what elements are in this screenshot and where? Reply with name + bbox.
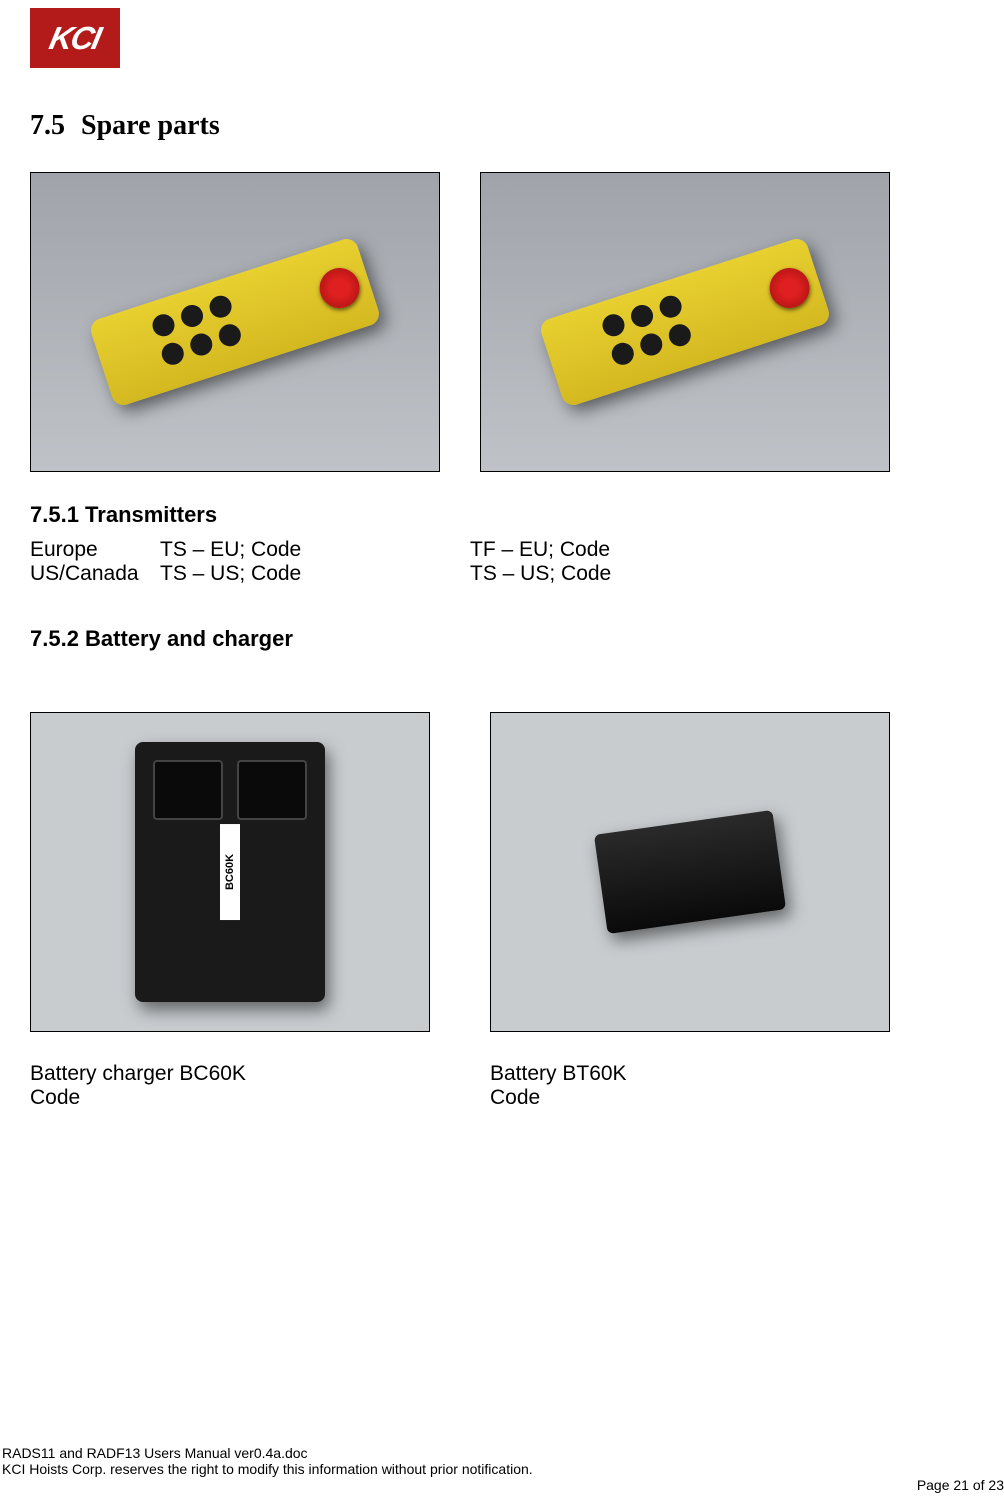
remote-btn xyxy=(637,331,665,359)
remote-buttons xyxy=(600,293,694,368)
transmitter-table: Europe TS – EU; Code TF – EU; Code US/Ca… xyxy=(30,538,974,586)
region-cell: Europe xyxy=(30,538,160,562)
subsection-transmitters-header: 7.5.1 Transmitters xyxy=(30,502,974,528)
remote-btn xyxy=(609,340,637,368)
remote-btn xyxy=(657,293,685,321)
region-cell: US/Canada xyxy=(30,562,160,586)
section-number: 7.5 xyxy=(30,110,65,142)
footer-page-number: Page 21 of 23 xyxy=(917,1477,1004,1493)
charger-slot xyxy=(237,760,307,820)
remote-device-ts xyxy=(88,236,382,408)
transmitter-image-left xyxy=(30,172,440,472)
remote-btn xyxy=(150,311,178,339)
remote-buttons xyxy=(150,293,244,368)
charger-label-col: Battery charger BC60K Code xyxy=(30,1062,430,1110)
charger-name: Battery charger BC60K xyxy=(30,1062,430,1086)
remote-btn xyxy=(178,302,206,330)
charger-slot xyxy=(153,760,223,820)
battery-images-row: BC60K xyxy=(30,712,974,1032)
subsection-battery-header: 7.5.2 Battery and charger xyxy=(30,626,974,652)
remote-btn xyxy=(159,340,187,368)
charger-image: BC60K xyxy=(30,712,430,1032)
battery-label-col: Battery BT60K Code xyxy=(490,1062,890,1110)
remote-btn xyxy=(216,321,244,349)
section-title: Spare parts xyxy=(81,110,220,142)
charger-code-label: Code xyxy=(30,1086,430,1110)
remote-btn xyxy=(207,293,235,321)
remote-device-tf xyxy=(538,236,832,408)
footer-disclaimer: KCI Hoists Corp. reserves the right to m… xyxy=(2,1461,1004,1477)
battery-labels-row: Battery charger BC60K Code Battery BT60K… xyxy=(30,1062,974,1110)
remote-btn xyxy=(628,302,656,330)
transmitter-image-right xyxy=(480,172,890,472)
battery-name: Battery BT60K xyxy=(490,1062,890,1086)
page-footer: RADS11 and RADF13 Users Manual ver0.4a.d… xyxy=(0,1445,1004,1477)
footer-left: RADS11 and RADF13 Users Manual ver0.4a.d… xyxy=(0,1445,1004,1477)
remote-btn xyxy=(187,331,215,359)
battery-image xyxy=(490,712,890,1032)
code-cell: TF – EU; Code xyxy=(470,538,770,562)
table-row: US/Canada TS – US; Code TS – US; Code xyxy=(30,562,974,586)
footer-doc-name: RADS11 and RADF13 Users Manual ver0.4a.d… xyxy=(2,1445,1004,1461)
section-header: 7.5 Spare parts xyxy=(30,110,974,142)
kci-logo: KCI xyxy=(30,8,120,68)
remote-btn xyxy=(600,311,628,339)
code-cell: TS – US; Code xyxy=(160,562,470,586)
code-cell: TS – EU; Code xyxy=(160,538,470,562)
battery-code-label: Code xyxy=(490,1086,890,1110)
battery-device xyxy=(594,810,786,934)
table-row: Europe TS – EU; Code TF – EU; Code xyxy=(30,538,974,562)
logo-text: KCI xyxy=(47,20,104,57)
remote-btn xyxy=(666,321,694,349)
charger-model-label: BC60K xyxy=(220,824,240,920)
transmitter-images-row xyxy=(30,172,974,472)
charger-device: BC60K xyxy=(135,742,325,1002)
page-content: 7.5 Spare parts xyxy=(30,110,974,1130)
code-cell: TS – US; Code xyxy=(470,562,770,586)
